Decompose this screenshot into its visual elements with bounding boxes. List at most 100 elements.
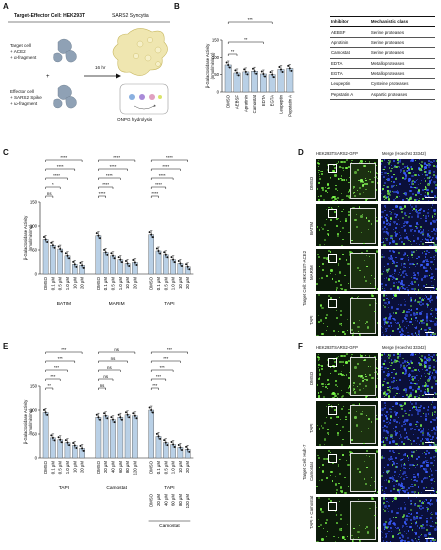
zoom-inset (350, 163, 376, 199)
effector-spike-label: + SARS2 Spike (10, 95, 42, 100)
table-cell: EDTA (330, 58, 370, 69)
significance-label: ns (111, 356, 116, 361)
inset-marker (328, 299, 337, 308)
data-point (157, 435, 160, 438)
significance-label: **** (53, 173, 60, 178)
table-cell: Serine proteases (369, 26, 435, 38)
data-point (75, 447, 78, 450)
data-point (104, 251, 107, 254)
significance-label: **** (57, 164, 64, 169)
significance-label: *** (163, 356, 168, 361)
camostat-sub-label: Camostat (159, 523, 180, 529)
significance-label: **** (106, 173, 113, 178)
data-point (264, 75, 266, 78)
inset-marker (328, 502, 337, 511)
y-tick-label: 50 (32, 432, 37, 437)
significance-label: *** (50, 374, 55, 379)
data-point (151, 236, 154, 239)
target-cell-label: Target cell (10, 43, 31, 48)
data-point (157, 249, 160, 252)
panel-d-gfp-image (316, 204, 378, 246)
y-axis-title: β-Galactosidase Activity (23, 215, 28, 260)
data-point (117, 256, 120, 259)
panel-d-gfp-image (316, 294, 378, 336)
data-point (82, 266, 85, 269)
table-row: Pepstatin A Aspartic proteases (330, 89, 435, 101)
significance-label: ** (231, 49, 235, 54)
data-point (228, 66, 231, 69)
data-point (287, 64, 290, 67)
x-tick-label: DMSO (226, 94, 231, 108)
data-point (110, 252, 113, 255)
data-point (117, 413, 120, 416)
data-point (119, 416, 122, 419)
table-cell: Aprotinin (330, 37, 370, 49)
data-point (186, 448, 189, 451)
zoom-inset (350, 453, 377, 492)
data-point (60, 250, 63, 253)
data-point (128, 416, 131, 419)
y-tick-label: 150 (212, 38, 220, 43)
x-tick-label: DMSO (43, 460, 48, 474)
panel-d-side-label: Target Cell: HEK293T-ACE2 (302, 250, 307, 306)
x-tick-label: 40 μM (111, 461, 116, 473)
plus-sign: + (46, 74, 50, 80)
table-cell: Leupeptin (330, 78, 370, 90)
table-header-inhibitor: Inhibitor (330, 15, 370, 28)
y-axis-units: (nmol/min/mg) (210, 52, 215, 79)
x-tick-label: 20 μM (185, 461, 190, 473)
data-point (290, 69, 293, 72)
effector-cell-icon (53, 84, 77, 109)
data-point (170, 441, 173, 444)
effector-omega-label: + ω-fragment (10, 101, 38, 106)
inset-marker (328, 164, 337, 173)
bar (95, 235, 102, 275)
data-point (81, 264, 84, 267)
data-point (188, 450, 191, 453)
data-point (113, 257, 116, 260)
table-row: AEBSF Serine proteases (330, 26, 435, 38)
data-point (51, 244, 54, 247)
table-row: EDTA Metalloproteases (330, 58, 435, 69)
data-point (59, 248, 62, 251)
significance-label: ** (244, 37, 248, 42)
panel-d-merge-image (381, 204, 437, 246)
x-tick-label: 0.1 μM (103, 277, 108, 291)
data-point (113, 421, 116, 424)
significance-label: *** (160, 365, 165, 370)
data-point (236, 71, 238, 74)
group-label: Camostat (106, 485, 127, 491)
x-tick-label: 1.0 μM (65, 277, 70, 291)
inset-marker (328, 254, 337, 263)
data-point (82, 449, 85, 452)
table-cell: Serine proteases (369, 47, 435, 59)
data-point (73, 444, 76, 447)
panel-a-syncytia-label: SARS2 Syncytia (112, 13, 149, 19)
data-point (288, 67, 291, 70)
data-point (155, 432, 158, 435)
panel-d-col1-label: HEK293TSARS2-GFP (316, 151, 358, 156)
data-point (126, 413, 129, 416)
data-point (150, 409, 153, 411)
data-point (44, 411, 47, 414)
x-tick-label: 0.5 μM (163, 277, 168, 291)
data-point (172, 443, 175, 446)
incubation-time-label: 16 hr (95, 65, 106, 70)
data-point (112, 254, 114, 257)
data-point (68, 444, 71, 447)
y-tick-label: 150 (30, 200, 38, 205)
data-point (164, 441, 167, 444)
effector-cell-label: Effector cell (10, 89, 34, 94)
table-header-mechanism: Mechanistic class (369, 15, 435, 28)
x-tick-label: 1.0 μM (171, 461, 176, 475)
panel-f-merge-image (381, 449, 437, 494)
data-point (50, 434, 53, 437)
x-tick-label: 0.1 μM (50, 461, 55, 475)
data-point (177, 259, 180, 262)
data-point (173, 446, 176, 449)
panel-d-gfp-image (316, 249, 378, 291)
x-tick-label: Aprotinin (243, 94, 248, 112)
data-point (185, 263, 188, 266)
data-point (110, 416, 113, 419)
